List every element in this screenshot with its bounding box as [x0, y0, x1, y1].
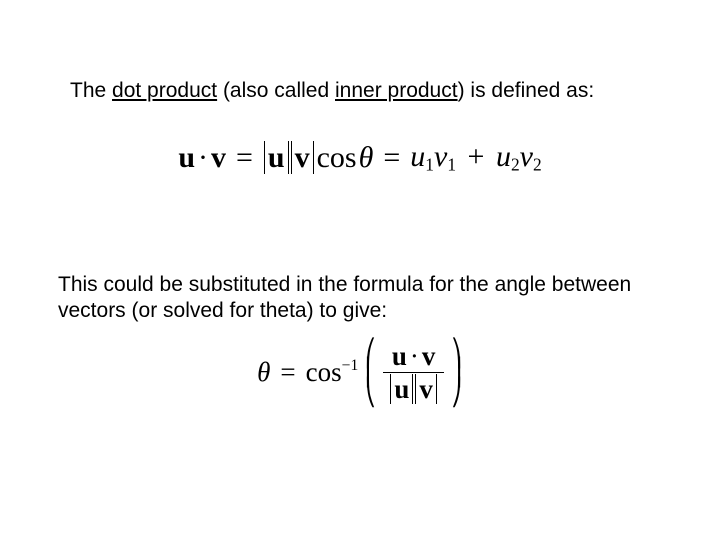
u1-sub: 1 — [425, 154, 434, 174]
left-paren-icon: ⎛⎜⎝ — [364, 344, 377, 403]
fraction-numerator: u·v — [386, 342, 442, 372]
mid-text: This could be substituted in the formula… — [58, 272, 648, 325]
equals-1: = — [232, 141, 257, 175]
mid-line: This could be substituted in the formula… — [58, 273, 631, 322]
theta-symbol: θ — [359, 141, 374, 174]
u2: u2 — [496, 140, 520, 173]
v1: v1 — [434, 140, 456, 173]
intro-prefix: The — [70, 79, 112, 102]
intro-mid: (also called — [217, 79, 335, 102]
vec-v: v — [211, 141, 226, 174]
eq1-row: u·v = uvcosθ = u1v1 + u2v2 — [178, 140, 541, 175]
intro-suffix: ) is defined as: — [458, 79, 595, 102]
arccos: cos−1 — [306, 357, 359, 388]
abs-u-label: u — [268, 141, 285, 174]
v1-sub: 1 — [447, 154, 456, 174]
fraction: u·v uv — [383, 342, 444, 404]
num-dot: · — [407, 341, 422, 371]
den-abs-v: v — [415, 374, 437, 404]
inverse-exponent: −1 — [342, 357, 359, 375]
intro-text: The dot product (also called inner produ… — [70, 78, 660, 104]
den-v: v — [419, 374, 433, 404]
term-dot-product: dot product — [112, 79, 217, 102]
slide: The dot product (also called inner produ… — [0, 0, 720, 540]
v2-sub: 2 — [533, 154, 542, 174]
fraction-denominator: uv — [383, 372, 444, 403]
v1-base: v — [434, 140, 447, 173]
u1: u1 — [410, 140, 434, 173]
v2-base: v — [520, 140, 533, 173]
cos-label-2: cos — [306, 357, 342, 388]
abs-u: u — [264, 141, 289, 174]
v2: v2 — [520, 140, 542, 173]
dot-operator: · — [195, 141, 211, 174]
right-paren-icon: ⎞⎟⎠ — [450, 344, 463, 403]
den-abs-u: u — [390, 374, 413, 404]
eq1-component-form: u1v1 + u2v2 — [410, 140, 541, 175]
equation-theta: θ = cos−1 ⎛⎜⎝ u·v uv ⎞⎟⎠ — [0, 342, 720, 404]
abs-v: v — [291, 141, 314, 174]
eq1-lhs: u·v — [178, 141, 226, 175]
theta-2: θ — [257, 357, 270, 388]
eq1-mag-form: uvcosθ — [263, 141, 373, 175]
num-v: v — [422, 341, 436, 371]
equals-3: = — [276, 357, 299, 388]
abs-v-label: v — [295, 141, 310, 174]
u1-base: u — [410, 140, 425, 173]
term-inner-product: inner product — [335, 79, 458, 102]
equals-2: = — [379, 141, 404, 175]
equation-dot-product: u·v = uvcosθ = u1v1 + u2v2 — [0, 140, 720, 175]
u2-sub: 2 — [511, 154, 520, 174]
cos-label: cos — [315, 141, 359, 174]
u2-base: u — [496, 140, 511, 173]
vec-u: u — [178, 141, 195, 174]
num-u: u — [392, 341, 407, 371]
plus-operator: + — [464, 140, 489, 173]
eq2-row: θ = cos−1 ⎛⎜⎝ u·v uv ⎞⎟⎠ — [257, 342, 463, 404]
den-u: u — [394, 374, 409, 404]
